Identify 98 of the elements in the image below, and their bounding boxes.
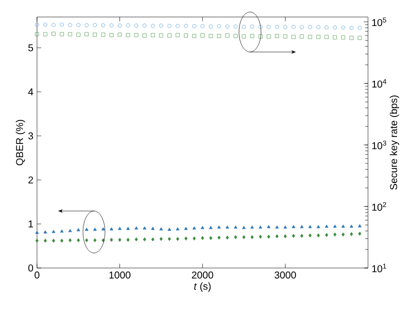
point [68,22,72,27]
point [258,24,262,29]
point [283,25,288,30]
point [292,34,296,39]
point [208,24,213,29]
point [234,24,238,29]
point [300,25,304,30]
point [274,24,279,29]
point [84,32,89,36]
point [242,24,246,29]
y-tick-label: 0 [28,264,34,272]
y2-axis-title: Secure key rate (bps) [390,96,400,190]
point [101,23,106,28]
point [300,34,304,38]
point [192,24,196,28]
y-tick-label: 3 [28,132,34,140]
point [142,24,147,28]
point [258,34,262,38]
y-axis-title: QBER (%) [16,120,26,166]
point [341,26,346,30]
point [332,35,337,40]
point [167,24,172,28]
x-axis-title: t (s) [194,282,211,292]
point [126,33,130,38]
point [109,33,114,38]
point [266,24,271,29]
y2-tick-label: 10$^{3}$ [372,140,386,150]
point [109,23,114,28]
y-tick-label: 5 [28,44,34,52]
point [84,23,89,28]
point [126,23,130,28]
point [200,24,204,28]
point [324,26,329,30]
x-tick-label: 3000 [274,272,296,279]
point [184,24,188,28]
point [167,34,172,38]
point [192,34,196,38]
point [76,32,80,37]
point [217,24,222,28]
point [92,32,97,37]
point [35,32,39,36]
point [52,32,56,36]
point [332,26,337,30]
point [43,32,48,36]
point [358,26,362,30]
point [358,36,362,40]
point [242,34,246,38]
point [274,34,279,38]
point [150,24,155,28]
point [283,34,288,38]
point [150,33,155,38]
y-tick-label: 2 [28,176,33,184]
point [349,36,354,40]
point [324,34,329,39]
point [217,34,222,38]
point [266,34,271,38]
point [68,32,72,36]
point [200,34,204,38]
point [292,24,296,29]
point [52,22,56,27]
point [316,34,320,39]
point [208,34,213,38]
point [92,22,97,27]
point [308,34,312,39]
point [159,24,164,28]
point [176,24,180,28]
point [118,24,122,28]
point [76,22,80,27]
point [142,34,147,38]
point [250,34,254,38]
point [60,22,64,27]
y2-tick-label: 10$^{5}$ [372,18,386,26]
point [43,22,48,27]
x-tick-label: 1000 [109,272,130,279]
x-tick-label: 2000 [192,272,214,279]
point [118,32,122,37]
y2-tick-label: 10$^{2}$ [372,202,386,211]
point [60,32,64,36]
y-tick-label: 1 [28,220,33,228]
point [225,24,230,29]
point [349,26,354,30]
y2-tick-label: 10$^{4}$ [372,79,386,88]
point [184,34,188,38]
point [101,32,106,37]
point [234,34,238,38]
point [316,25,320,30]
point [134,33,138,38]
y2-tick-label: 10$^{1}$ [372,264,386,272]
point [159,34,164,38]
point [35,22,39,27]
point [176,33,180,38]
point [341,35,346,40]
point [308,25,312,30]
y-tick-label: 4 [28,88,34,96]
x-tick-label: 0 [34,272,40,279]
point [225,34,230,38]
point [134,24,138,28]
point [250,24,254,29]
